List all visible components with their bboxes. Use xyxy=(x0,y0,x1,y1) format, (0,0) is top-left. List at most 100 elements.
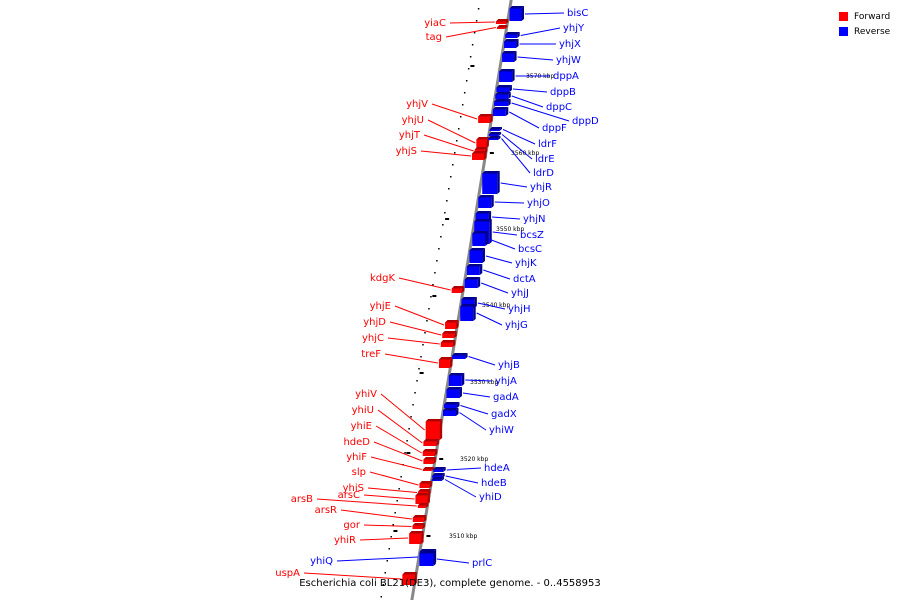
gene-label-prlC: prlC xyxy=(472,558,492,569)
minor-tick-dot xyxy=(398,488,400,490)
gene-label-treF: treF xyxy=(361,349,381,360)
gene-leader-line xyxy=(316,498,417,507)
reverse-gene-yhjB xyxy=(452,353,468,359)
forward-gene-yhjE xyxy=(445,320,459,329)
minor-tick-dot xyxy=(450,176,452,178)
reverse-gene-gadA xyxy=(446,387,462,398)
gene-leader-line xyxy=(476,312,503,326)
gene-label-yhjN: yhjN xyxy=(523,214,546,225)
reverse-gene-dppC xyxy=(495,92,511,99)
gene-leader-line xyxy=(423,134,474,152)
gene-leader-line xyxy=(512,88,548,93)
gene-label-kdgK: kdgK xyxy=(370,273,395,284)
minor-tick-dot xyxy=(394,512,396,514)
gene-leader-line xyxy=(444,479,477,498)
forward-gene-yhjS xyxy=(472,151,487,160)
forward-gene-yiaC xyxy=(495,19,509,24)
minor-tick-dot xyxy=(410,416,412,418)
gene-label-yhiF: yhiF xyxy=(346,452,367,463)
gene-label-dppC: dppC xyxy=(546,102,572,113)
gene-label-yhjJ: yhjJ xyxy=(511,288,529,299)
minor-tick-dot xyxy=(465,80,468,82)
scale-tick-label: 3520 kbp xyxy=(460,456,488,463)
forward-gene-yhjD xyxy=(442,331,457,338)
major-tick-mark xyxy=(439,458,444,460)
reverse-gene-ldrF xyxy=(489,127,502,131)
gene-label-yhjS: yhjS xyxy=(396,146,417,157)
gene-leader-line xyxy=(468,356,496,366)
forward-gene-yhiE xyxy=(422,449,438,456)
forward-swatch xyxy=(839,12,848,21)
gene-label-hdeD: hdeD xyxy=(343,437,370,448)
reverse-gene-prlC xyxy=(419,551,436,566)
minor-dash-mark xyxy=(419,372,424,374)
gene-leader-line xyxy=(492,231,518,236)
gene-leader-line xyxy=(431,103,478,120)
minor-tick-dot xyxy=(380,596,383,598)
minor-dash-mark xyxy=(445,218,450,220)
gene-label-yhjU: yhjU xyxy=(402,115,424,126)
minor-tick-dot xyxy=(420,356,422,358)
minor-tick-dot xyxy=(469,56,472,58)
gene-leader-line xyxy=(384,353,439,364)
gene-leader-line xyxy=(501,134,533,160)
legend-label-forward: Forward xyxy=(854,11,891,22)
reverse-gene-dppD xyxy=(494,99,511,106)
gene-leader-line xyxy=(377,409,423,444)
gene-leader-line xyxy=(465,379,493,382)
forward-gene-kdgK xyxy=(451,286,465,293)
gene-label-yhiD: yhiD xyxy=(479,492,502,503)
minor-dash-mark xyxy=(470,65,475,67)
gene-label-hdeB: hdeB xyxy=(481,478,507,489)
forward-gene-yhiR xyxy=(409,531,424,544)
gene-leader-line xyxy=(398,277,451,291)
reverse-gene-yhjX xyxy=(504,39,519,48)
minor-tick-dot xyxy=(396,500,398,502)
gene-label-yhiV: yhiV xyxy=(355,389,377,400)
gene-leader-line xyxy=(520,27,561,36)
gene-label-yhjO: yhjO xyxy=(527,198,550,209)
forward-gene-treF xyxy=(438,357,453,368)
forward-gene-arsR xyxy=(412,515,427,522)
reverse-gene-yhjK xyxy=(469,248,485,263)
major-tick-mark xyxy=(489,152,494,154)
gene-leader-line xyxy=(480,282,509,294)
gene-label-arsC: arsC xyxy=(338,490,360,501)
minor-tick-dot xyxy=(418,368,420,370)
reverse-gene-dppB xyxy=(496,85,512,92)
forward-gene-yhiF xyxy=(422,467,435,471)
minor-tick-dot xyxy=(422,344,424,346)
gene-label-dppD: dppD xyxy=(572,116,599,127)
gene-label-yhjB: yhjB xyxy=(498,360,520,371)
reverse-gene-ldrE xyxy=(488,132,502,136)
reverse-gene-hdeA xyxy=(433,467,446,472)
gene-label-ldrD: ldrD xyxy=(533,168,554,179)
minor-tick-dot xyxy=(434,272,436,274)
reverse-gene-dppF xyxy=(492,107,509,116)
minor-tick-dot xyxy=(442,224,444,226)
minor-tick-dot xyxy=(467,68,470,70)
scale-tick-label: 3550 kbp xyxy=(496,226,524,233)
gene-leader-line xyxy=(340,509,412,520)
gene-label-ldrE: ldrE xyxy=(535,154,555,165)
gene-label-uspA: uspA xyxy=(275,568,300,579)
gene-leader-line xyxy=(380,393,425,431)
gene-label-yhjC: yhjC xyxy=(362,333,384,344)
reverse-gene-yhjY xyxy=(505,32,520,38)
gene-leader-line xyxy=(462,392,491,398)
gene-leader-line xyxy=(387,337,440,345)
reverse-gene-yhjJ xyxy=(464,277,481,288)
gene-leader-line xyxy=(500,182,528,188)
minor-tick-dot xyxy=(382,584,385,586)
gene-leader-line xyxy=(509,111,540,129)
gene-leader-line xyxy=(483,269,511,280)
forward-gene-tag xyxy=(496,25,508,29)
minor-dash-mark xyxy=(393,530,398,532)
gene-leader-line xyxy=(373,441,423,462)
gene-label-yhiW: yhiW xyxy=(489,425,514,436)
forward-gene-arsB xyxy=(417,503,429,508)
gene-leader-line xyxy=(436,558,470,564)
reverse-gene-gadX xyxy=(443,402,460,408)
minor-tick-dot xyxy=(461,104,464,106)
